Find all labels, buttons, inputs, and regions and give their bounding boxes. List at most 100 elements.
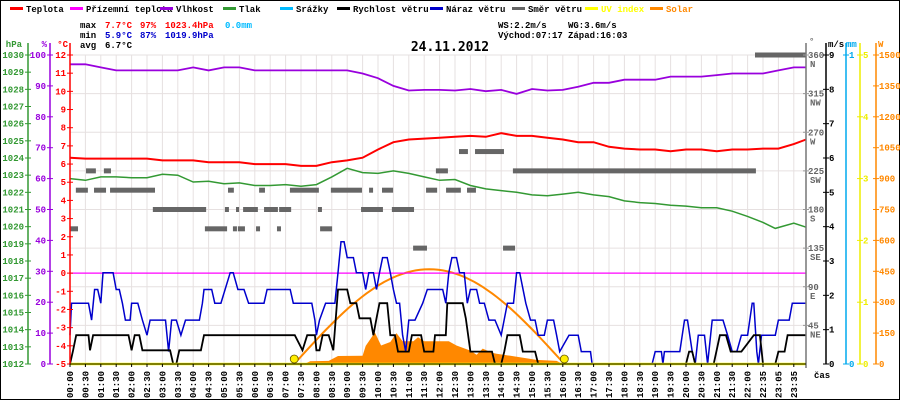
stats-avg-temp: 6.7°C [105, 41, 133, 51]
x-tick-label: 13:00 [466, 371, 476, 398]
temperature-axis-unit: °C [57, 40, 68, 50]
temperature-tick-label: 4 [61, 196, 67, 206]
solar-tick-label: 900 [879, 175, 895, 185]
x-tick-label: 04:00 [189, 371, 199, 398]
temperature-tick-label: 1 [61, 251, 67, 261]
legend-swatch [223, 7, 236, 10]
pressure-tick-label: 1028 [2, 85, 24, 95]
temperature-tick-label: 3 [61, 215, 66, 225]
legend-item-label: Srážky [296, 5, 329, 15]
legend-item-label: Přízemní teplota [86, 5, 173, 15]
wind-direction-mark [228, 187, 234, 193]
wind-direction-mark [512, 168, 756, 174]
direction-compass-label: SE [810, 253, 821, 263]
legend: Teplota Přízemní teplota Vlhkost Tlak Srážky… [10, 5, 693, 15]
axes: hPa1012101310141015101610171018101910201… [2, 37, 900, 398]
x-tick-label: 06:00 [251, 371, 261, 398]
pressure-tick-label: 1018 [2, 257, 24, 267]
sunset-marker [559, 354, 569, 364]
wind-direction-mark [459, 149, 468, 155]
temperature-tick-label: 12 [55, 51, 66, 61]
temperature-tick-label: -5 [55, 360, 66, 370]
legend-swatch [70, 7, 83, 10]
x-tick-label: 02:30 [143, 371, 153, 398]
x-tick-label: 07:30 [297, 371, 307, 398]
humidity-tick-label: 100 [30, 51, 46, 61]
solar-tick-label: 300 [879, 298, 895, 308]
wind-tick-label: 6 [829, 154, 834, 164]
temperature-tick-label: 5 [61, 178, 66, 188]
legend-item-label: Tlak [239, 5, 261, 15]
wind-direction-mark [446, 187, 461, 193]
pressure-line [69, 167, 807, 230]
wind-direction-mark [289, 187, 319, 193]
x-tick-label: 16:00 [559, 371, 569, 398]
x-tick-label: 11:30 [420, 371, 430, 398]
wind-direction-mark [256, 226, 261, 232]
direction-axis-unit: ° [809, 37, 814, 47]
x-tick-label: 08:30 [328, 371, 338, 398]
temperature-tick-label: -2 [55, 305, 66, 315]
humidity-tick-label: 0 [41, 360, 46, 370]
direction-tick-label: 270 [808, 128, 824, 138]
x-tick-label: 20:00 [682, 371, 692, 398]
wind-direction-mark [110, 187, 156, 193]
stats-max-label: max [80, 21, 97, 31]
humidity-tick-label: 10 [35, 329, 46, 339]
direction-compass-label: NW [810, 99, 821, 109]
x-tick-label: 08:00 [312, 371, 322, 398]
direction-tick-label: 135 [808, 244, 824, 254]
humidity-tick-label: 90 [35, 82, 46, 92]
wind-direction-mark [279, 207, 292, 212]
stats-avg-label: avg [80, 41, 96, 51]
uv-tick-label: 2 [863, 236, 868, 246]
pressure-tick-label: 1016 [2, 291, 24, 301]
direction-compass-label: SW [810, 176, 821, 186]
x-tick-label: 19:00 [651, 371, 661, 398]
wind-tick-label: 8 [829, 85, 834, 95]
chart-title: 24.11.2012 [411, 40, 489, 55]
wind-direction-mark [475, 149, 504, 155]
wind-direction-mark [86, 168, 96, 174]
pressure-tick-label: 1012 [2, 360, 24, 370]
temperature-tick-label: 2 [61, 233, 66, 243]
wind-direction-mark [467, 187, 476, 193]
x-tick-label: 17:30 [605, 371, 615, 398]
wind-direction-mark [243, 207, 258, 212]
legend-swatch [160, 7, 173, 10]
wind-tick-label: 1 [829, 326, 835, 336]
x-tick-label: 05:30 [235, 371, 245, 398]
wind-direction-mark [103, 168, 111, 174]
wind-direction-mark [317, 207, 322, 212]
x-tick-label: 22:00 [744, 371, 754, 398]
direction-tick-label: 90 [808, 283, 819, 293]
x-tick-label: 23:35 [790, 371, 800, 398]
x-tick-label: 23:05 [774, 371, 784, 398]
legend-swatch [650, 7, 663, 10]
x-tick-label: 09:30 [359, 371, 369, 398]
x-tick-label: 15:00 [528, 371, 538, 398]
direction-tick-label: 45 [808, 321, 819, 331]
stats-max-humidity: 97% [140, 21, 157, 31]
direction-tick-label: 225 [808, 167, 824, 177]
wind-direction-mark [361, 207, 383, 212]
uv-tick-label: 1 [863, 298, 869, 308]
x-tick-label: 11:00 [405, 371, 415, 398]
legend-item-label: Směr větru [528, 5, 582, 15]
wind-direction-mark [204, 226, 228, 232]
solar-tick-label: 1500 [879, 51, 900, 61]
x-tick-label: 09:00 [343, 371, 353, 398]
x-tick-label: 15:30 [543, 371, 553, 398]
wind-tick-label: 2 [829, 291, 834, 301]
temperature-tick-label: -3 [55, 324, 66, 334]
wind-tick-label: 0 [829, 360, 834, 370]
wind-direction-mark [754, 52, 807, 58]
x-tick-label: 18:30 [636, 371, 646, 398]
x-tick-label: 19:30 [667, 371, 677, 398]
x-tick-label: 16:30 [574, 371, 584, 398]
wind-direction-mark [369, 187, 374, 193]
legend-swatch [430, 7, 443, 10]
x-tick-label: 13:30 [482, 371, 492, 398]
